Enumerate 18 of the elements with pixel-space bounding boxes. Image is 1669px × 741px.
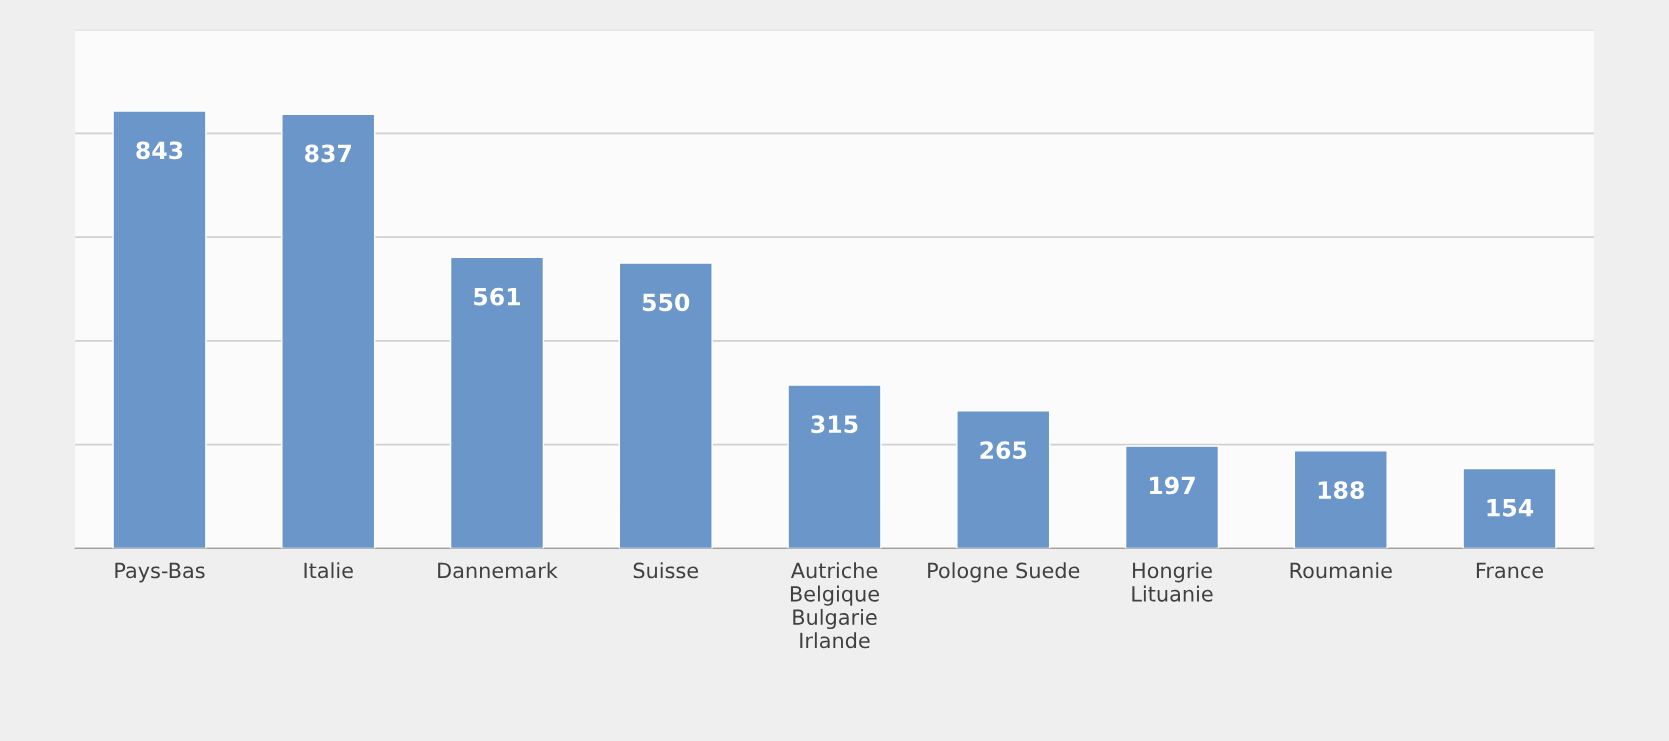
data-label: 265 — [980, 441, 1027, 460]
x-tick-label: France — [1476, 562, 1544, 579]
data-label: 197 — [1150, 476, 1195, 495]
x-tick-label: Roumanie — [1290, 562, 1392, 579]
data-label: 188 — [1318, 481, 1364, 500]
data-label: 837 — [305, 144, 351, 163]
x-tick-label: Pologne Suede — [928, 562, 1080, 583]
x-tick-label: Pays-Bas — [115, 562, 205, 583]
data-label: 550 — [642, 293, 690, 312]
x-tick-label: Autriche Belgique Bulgarie Irlande — [790, 562, 879, 649]
data-label: 561 — [474, 287, 521, 306]
x-tick-label: Italie — [304, 562, 353, 579]
x-tick-label: Suisse — [633, 562, 699, 579]
x-tick-label: Hongrie Lituanie — [1132, 562, 1213, 602]
data-label: 843 — [136, 141, 183, 160]
data-label: 154 — [1487, 499, 1534, 517]
x-tick-label: Dannemark — [438, 562, 558, 579]
data-label: 315 — [811, 415, 858, 434]
